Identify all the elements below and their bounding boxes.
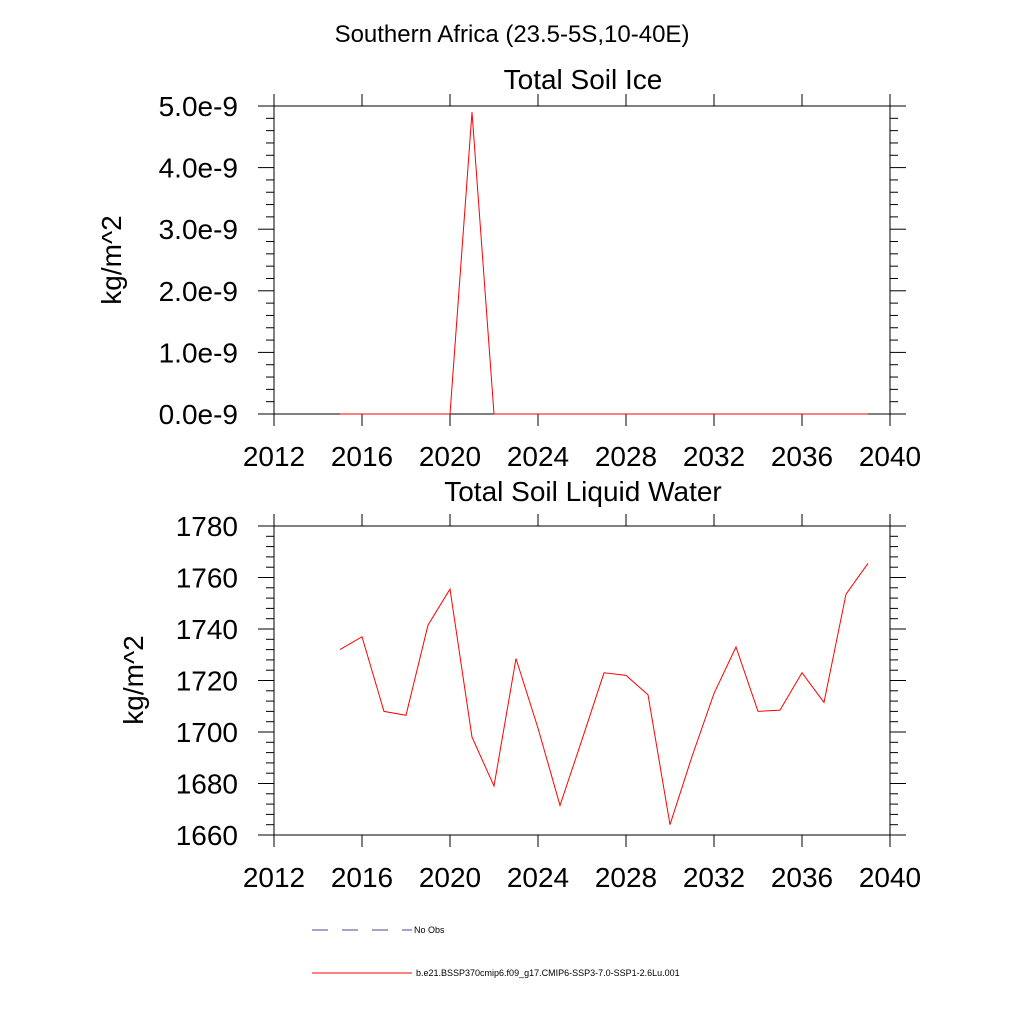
soil-ice-y-tick-label: 2.0e-9 [159, 276, 238, 307]
soil-liquid-water-y-axis-label: kg/m^2 [118, 635, 149, 724]
soil-ice-y-tick-label: 4.0e-9 [159, 153, 238, 184]
soil-ice-y-tick-label: 1.0e-9 [159, 337, 238, 368]
legend-label-no-obs: No Obs [414, 925, 445, 935]
soil-ice-x-tick-label: 2040 [859, 441, 921, 472]
soil-liquid-water-x-tick-label: 2024 [507, 862, 569, 893]
soil-ice-title: Total Soil Ice [504, 64, 663, 95]
soil-ice-x-tick-label: 2032 [683, 441, 745, 472]
soil-ice-series-line [340, 112, 868, 415]
soil-liquid-water-series-line [339, 563, 869, 825]
soil-liquid-water-x-tick-label: 2032 [683, 862, 745, 893]
soil-liquid-water-y-tick-label: 1720 [176, 666, 238, 697]
soil-liquid-water-y-tick-label: 1660 [176, 820, 238, 851]
soil-liquid-water-x-tick-label: 2016 [331, 862, 393, 893]
soil-liquid-water-y-tick-label: 1760 [176, 563, 238, 594]
soil-liquid-water-x-tick-label: 2040 [859, 862, 921, 893]
soil-ice-y-tick-label: 3.0e-9 [159, 214, 238, 245]
figure-title: Southern Africa (23.5-5S,10-40E) [335, 21, 690, 48]
soil-ice-x-tick-label: 2028 [595, 441, 657, 472]
soil-ice-x-tick-label: 2016 [331, 441, 393, 472]
soil-liquid-water-y-tick-label: 1700 [176, 717, 238, 748]
legend: No Obs b.e21.BSSP370cmip6.f09_g17.CMIP6-… [312, 925, 680, 978]
soil-liquid-water-y-tick-label: 1680 [176, 769, 238, 800]
soil-ice-y-tick-label: 0.0e-9 [159, 399, 238, 430]
soil-ice-x-tick-label: 2024 [507, 441, 569, 472]
soil-liquid-water-plot-area: 2012 2016 2020 2024 2028 2032 2036 2040 1660 1680… [176, 511, 921, 893]
soil-liquid-water-title: Total Soil Liquid Water [444, 476, 722, 507]
soil-ice-x-tick-label: 2036 [771, 441, 833, 472]
soil-liquid-water-y-tick-label: 1780 [176, 511, 238, 542]
soil-ice-plot-frame [273, 105, 891, 415]
legend-entry-model-run: b.e21.BSSP370cmip6.f09_g17.CMIP6-SSP3-7.… [312, 968, 680, 978]
legend-label-model-run: b.e21.BSSP370cmip6.f09_g17.CMIP6-SSP3-7.… [416, 968, 680, 978]
soil-liquid-water-x-tick-label: 2036 [771, 862, 833, 893]
soil-liquid-water-panel: Total Soil Liquid Water kg/m^2 2012 2016 2… [118, 476, 921, 893]
soil-liquid-water-x-tick-label: 2012 [243, 862, 305, 893]
soil-ice-x-tick-label: 2020 [419, 441, 481, 472]
soil-ice-y-tick-label: 5.0e-9 [159, 91, 238, 122]
soil-ice-plot-area: 2012 2016 2020 2024 2028 2032 2036 2040 0.0e-9 1.… [159, 91, 922, 472]
soil-ice-x-tick-label: 2012 [243, 441, 305, 472]
soil-liquid-water-x-tick-label: 2020 [419, 862, 481, 893]
legend-entry-no-obs: No Obs [312, 925, 445, 935]
soil-ice-panel: Total Soil Ice kg/m^2 2012 2016 2020 2024 20… [96, 64, 921, 472]
soil-ice-y-axis-label: kg/m^2 [96, 215, 127, 304]
soil-liquid-water-x-tick-label: 2028 [595, 862, 657, 893]
soil-liquid-water-y-tick-label: 1740 [176, 614, 238, 645]
